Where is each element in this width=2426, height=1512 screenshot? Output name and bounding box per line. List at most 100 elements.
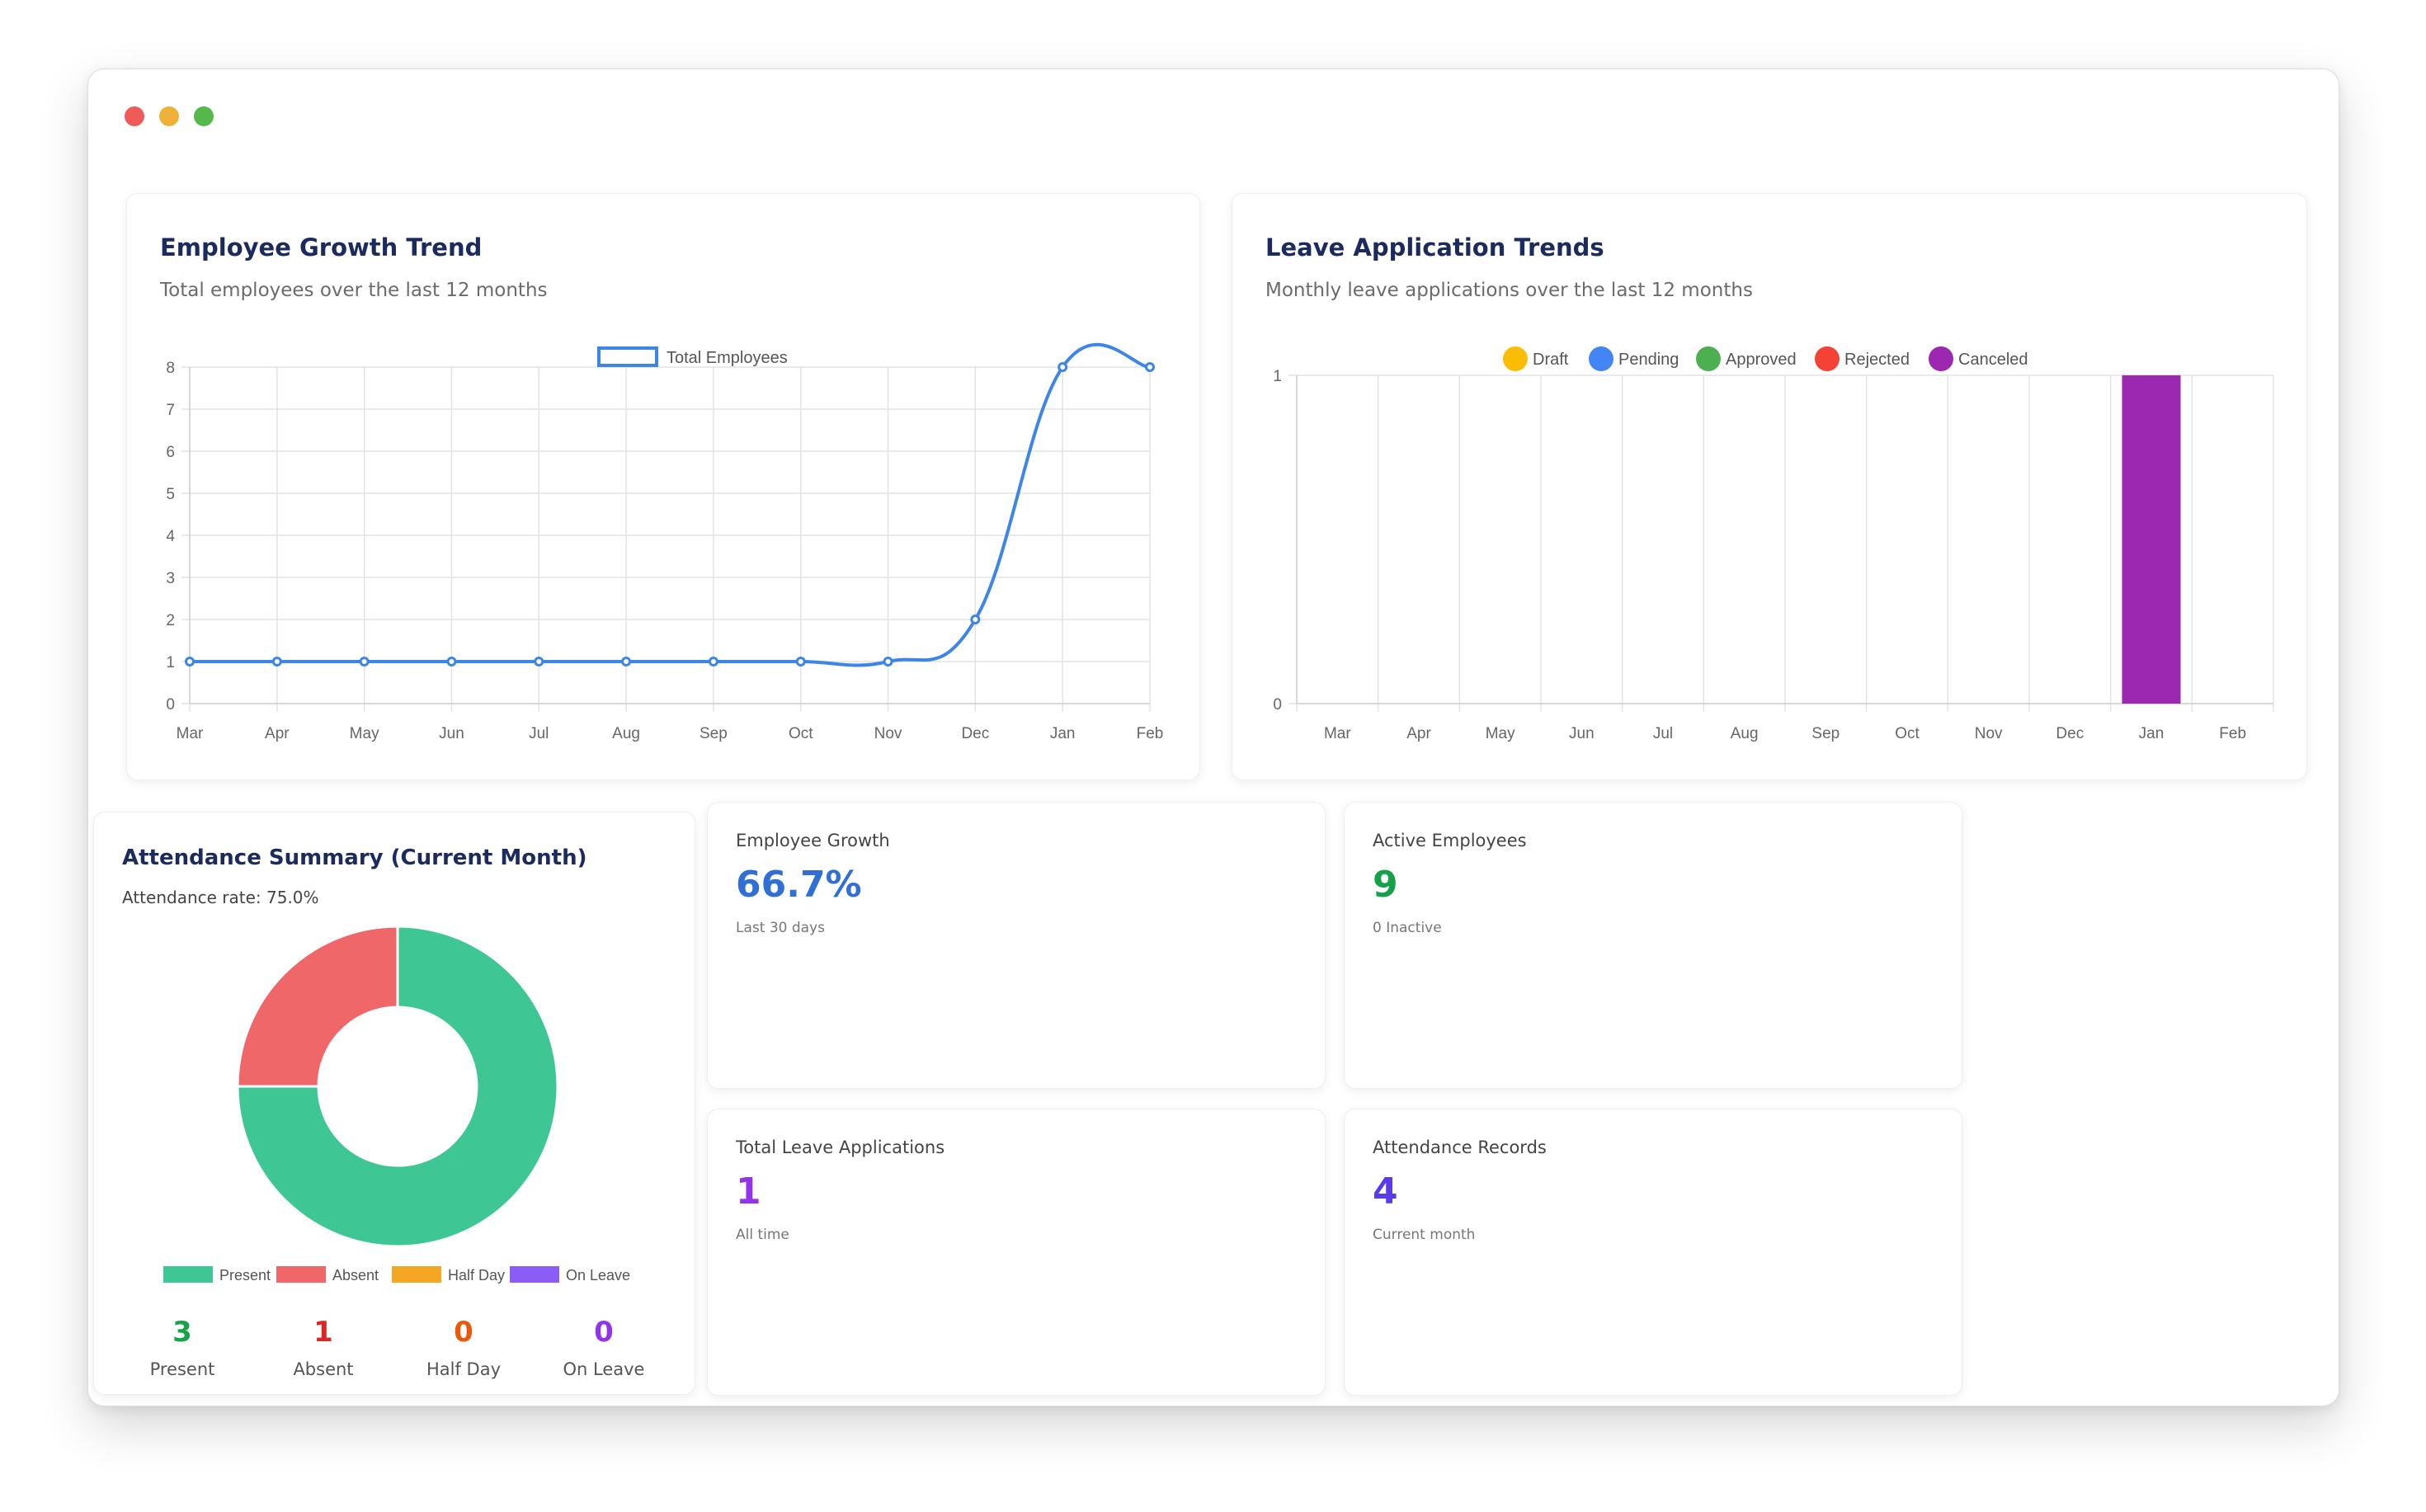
y-tick-label: 3 (166, 570, 175, 587)
legend-swatch-canceled (1929, 346, 1953, 371)
data-point (708, 657, 718, 667)
x-tick-label: Jul (529, 725, 549, 742)
legend-swatch-on-leave (510, 1266, 559, 1283)
data-point (446, 657, 457, 667)
x-tick-label: Dec (2056, 725, 2084, 742)
x-tick-label: Apr (265, 725, 290, 742)
attendance-stat-label: Absent (293, 1359, 354, 1379)
x-tick-label: Mar (177, 725, 204, 742)
x-tick-label: May (350, 725, 379, 742)
y-tick-label: 7 (166, 402, 175, 419)
stat-value: 9 (1373, 864, 1398, 906)
legend-swatch-absent (276, 1266, 326, 1283)
attendance-stat-value: 3 (172, 1316, 192, 1349)
y-tick-label: 1 (166, 654, 175, 671)
card-title: Leave Application Trends (1265, 233, 1604, 261)
x-tick-label: Jun (1569, 725, 1595, 742)
minimize-window-button[interactable] (159, 106, 179, 126)
attendance-stat-value: 0 (454, 1316, 473, 1349)
x-tick-label: Feb (2219, 725, 2246, 742)
legend-swatch-present (163, 1266, 213, 1283)
employee-growth-chart-card: Employee Growth Trend Total employees ov… (126, 193, 1200, 780)
x-tick-label: Aug (1731, 725, 1759, 742)
x-tick-label: Jun (439, 725, 464, 742)
x-tick-label: Apr (1406, 725, 1431, 742)
legend-swatch-rejected (1815, 346, 1840, 371)
data-point (621, 657, 632, 667)
x-tick-label: Sep (1811, 725, 1840, 742)
y-tick-label: 6 (166, 444, 175, 461)
attendance-stat-value: 0 (594, 1316, 614, 1349)
attendance-stat-label: Half Day (426, 1359, 502, 1379)
x-tick-label: Jan (2139, 725, 2165, 742)
y-tick-label: 5 (166, 486, 175, 503)
stat-note: 0 Inactive (1373, 920, 1442, 936)
x-tick-label: Nov (1975, 725, 2003, 742)
x-tick-label: Feb (1137, 725, 1164, 742)
x-tick-label: Jul (1653, 725, 1673, 742)
x-tick-label: Mar (1324, 725, 1351, 742)
zoom-window-button[interactable] (194, 106, 214, 126)
x-tick-label: May (1486, 725, 1515, 742)
attendance-stat-label: On Leave (563, 1359, 645, 1379)
legend-label: On Leave (566, 1267, 630, 1284)
x-tick-label: Jan (1050, 725, 1076, 742)
stat-label: Total Leave Applications (736, 1138, 945, 1157)
y-tick-label: 8 (166, 360, 175, 377)
card-subtitle: Total employees over the last 12 months (160, 280, 548, 301)
stat-label: Active Employees (1373, 831, 1527, 850)
stat-label: Attendance Records (1373, 1138, 1547, 1157)
stat-card-active-employees: Active Employees 9 0 Inactive (1344, 802, 1962, 1089)
data-point (534, 657, 544, 667)
attendance-stat-label: Present (149, 1359, 215, 1379)
y-tick-label: 2 (166, 612, 175, 629)
y-tick-label: 4 (166, 528, 175, 545)
x-tick-label: Dec (961, 725, 989, 742)
x-tick-label: Sep (700, 725, 728, 742)
stat-label: Employee Growth (736, 831, 890, 850)
stat-note: Current month (1373, 1227, 1476, 1243)
legend-swatch-draft (1503, 346, 1528, 371)
attendance-rate: Attendance rate: 75.0% (122, 888, 319, 907)
close-window-button[interactable] (125, 106, 144, 126)
stat-value: 1 (736, 1171, 761, 1213)
x-tick-label: Oct (789, 725, 813, 742)
legend-swatch-approved (1696, 346, 1721, 371)
legend-label: Half Day (448, 1267, 505, 1284)
card-title: Employee Growth Trend (160, 233, 483, 261)
legend-label: Canceled (1958, 351, 2028, 369)
data-point (185, 657, 195, 667)
data-point (359, 657, 370, 667)
y-tick-label: 0 (166, 696, 175, 714)
legend-label: Absent (332, 1267, 379, 1284)
card-subtitle: Monthly leave applications over the last… (1265, 280, 1753, 301)
data-point (883, 657, 893, 667)
data-point (1145, 362, 1155, 372)
stat-card-employee-growth: Employee Growth 66.7% Last 30 days (707, 802, 1326, 1089)
leave-trends-bar-chart: 0 1 Mar Apr May Jun Jul Aug Sep Oct Nov Dec Jan Feb Dr… (1273, 346, 2274, 742)
stat-card-attendance-records: Attendance Records 4 Current month (1344, 1109, 1962, 1396)
data-point (271, 657, 282, 667)
data-point (970, 615, 981, 624)
donut-slice-absent (236, 925, 399, 1088)
legend-swatch (597, 346, 658, 367)
legend-label: Approved (1726, 351, 1797, 369)
stat-value: 4 (1373, 1171, 1398, 1213)
data-point (795, 657, 806, 667)
stat-card-total-leave-applications: Total Leave Applications 1 All time (707, 1109, 1326, 1396)
series-line-total-employees (190, 342, 1151, 667)
donut-slice-present (236, 925, 559, 1248)
y-tick-label: 0 (1273, 696, 1282, 714)
legend-swatch-half-day (392, 1266, 441, 1283)
employee-growth-line-chart: 0 1 2 3 4 5 6 7 8 Mar Apr May Jun Jul Aug Sep Oct Nov Dec J… (166, 342, 1164, 742)
attendance-summary-card: Attendance Summary (Current Month) Atten… (93, 812, 695, 1395)
card-title: Attendance Summary (Current Month) (122, 845, 587, 870)
stat-value: 66.7% (736, 864, 862, 906)
stat-note: Last 30 days (736, 920, 825, 936)
legend-label: Total Employees (667, 349, 788, 367)
y-tick-label: 1 (1273, 368, 1282, 385)
data-point (1058, 362, 1068, 372)
stat-note: All time (736, 1227, 789, 1243)
legend-label: Pending (1618, 351, 1679, 369)
x-tick-label: Oct (1895, 725, 1920, 742)
